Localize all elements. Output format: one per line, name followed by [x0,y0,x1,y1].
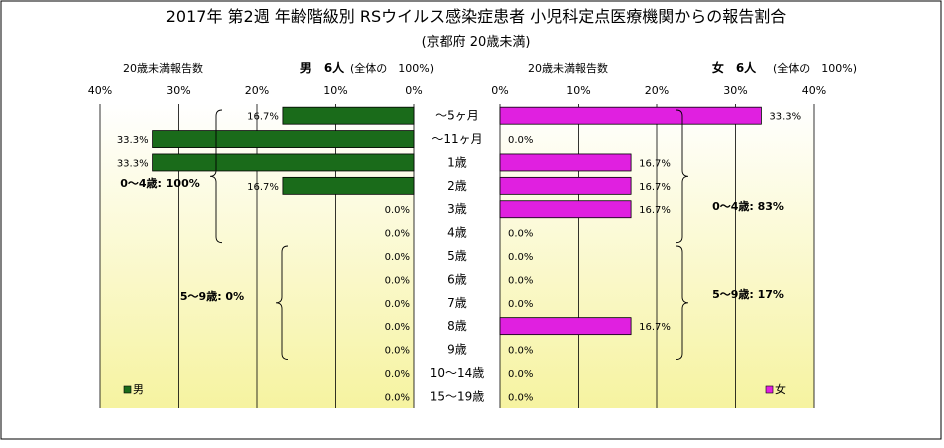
bar-male [282,106,415,125]
data-label-female: 0.0% [508,275,533,286]
category-label: 8歳 [447,319,467,333]
data-label-female: 16.7% [639,158,671,169]
x-tick-label-right: 10% [566,84,590,97]
annotation-female-5-9: 5～9歳: 17% [712,287,784,301]
x-tick-label-right: 30% [723,84,747,97]
annotation-female-0-4: 0～4歳: 83% [712,199,784,213]
data-label-female: 33.3% [769,112,801,123]
bar-female [499,317,632,336]
legend-swatch-female [765,385,774,394]
data-label-male: 0.0% [385,252,410,263]
data-label-male: 0.0% [385,346,410,357]
category-label: 3歳 [447,202,467,216]
data-label-male: 0.0% [385,369,410,380]
category-label: 7歳 [447,296,467,310]
category-label: ～11ヶ月 [431,132,482,146]
data-label-male: 0.0% [385,392,410,403]
right-header-total: (全体の 100%) [773,61,857,75]
chart-subtitle: (京都府 20歳未満) [422,35,531,50]
bracket-right-0-4 [675,109,689,244]
category-label: 10～14歳 [430,366,485,380]
bar-female [499,176,632,195]
data-label-female: 0.0% [508,135,533,146]
bracket-left-0-4 [209,109,223,244]
annotation-male-0-4: 0～4歳: 100% [120,176,200,190]
x-tick-label-left: 40% [88,84,112,97]
bracket-left-5-9 [275,245,289,360]
category-label: 4歳 [447,226,467,240]
left-header-total: (全体の 100%) [350,61,434,75]
bar-male [152,153,415,172]
x-tick-label-right: 40% [802,84,826,97]
x-tick-label-left: 0% [405,84,422,97]
data-label-male: 33.3% [117,158,149,169]
legend-swatch-male [123,385,132,394]
data-label-male: 16.7% [247,182,279,193]
category-label: 9歳 [447,343,467,357]
data-label-female: 0.0% [508,252,533,263]
bar-male [152,130,415,148]
right-header-title: 女 6人 [712,60,757,75]
bar-male [282,176,415,195]
data-label-female: 16.7% [639,322,671,333]
bar-female [499,200,632,219]
data-label-male: 16.7% [247,112,279,123]
data-label-male: 0.0% [385,229,410,240]
category-label: 15～19歳 [430,389,485,403]
category-label: 6歳 [447,272,467,286]
data-label-female: 16.7% [639,182,671,193]
left-header-title: 男 6人 [300,60,345,75]
data-label-male: 33.3% [117,135,149,146]
data-label-male: 0.0% [385,275,410,286]
bar-female [499,106,762,125]
data-label-female: 16.7% [639,205,671,216]
legend-label-male: 男 [133,383,144,396]
left-header-count-label: 20歳未満報告数 [123,62,203,75]
data-label-male: 0.0% [385,205,410,216]
data-label-female: 0.0% [508,392,533,403]
annotation-male-5-9: 5～9歳: 0% [180,289,244,303]
data-label-female: 0.0% [508,299,533,310]
legend-label-female: 女 [775,382,786,396]
x-tick-label-right: 20% [645,84,669,97]
x-tick-label-right: 0% [491,84,508,97]
right-header-count-label: 20歳未満報告数 [528,62,608,75]
data-label-female: 0.0% [508,229,533,240]
bracket-right-5-9 [675,245,689,360]
data-label-male: 0.0% [385,322,410,333]
category-label: 5歳 [447,249,467,263]
data-label-male: 0.0% [385,299,410,310]
x-tick-label-left: 20% [245,84,269,97]
plot-area: 40% 0% 30% 10% 20% 20% 10% 30% 0% 40% 20歳未満報告数 男 6人… [88,60,857,408]
category-label: 2歳 [447,179,467,193]
bar-female [499,153,632,172]
x-tick-label-left: 10% [323,84,347,97]
category-label: ～5ヶ月 [435,109,479,123]
data-label-female: 0.0% [508,369,533,380]
category-label: 1歳 [447,155,467,169]
data-label-female: 0.0% [508,346,533,357]
chart-title: 2017年 第2週 年齢階級別 RSウイルス感染症患者 小児科定点医療機関からの… [166,7,787,26]
x-tick-label-left: 30% [166,84,190,97]
